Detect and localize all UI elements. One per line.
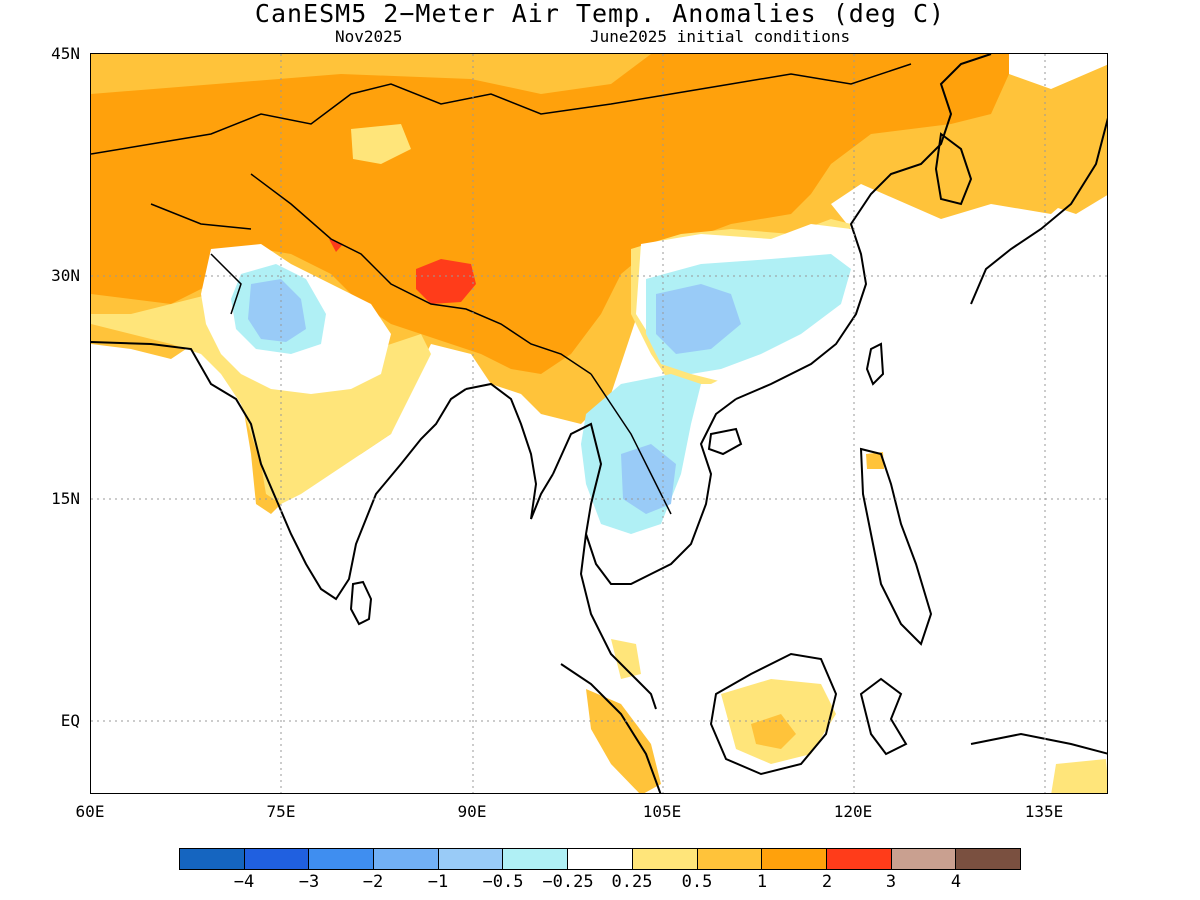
bangladesh-burma-coast — [465, 382, 554, 520]
colorbar-swatch-7 — [568, 849, 633, 869]
colorbar-swatch-13 — [956, 849, 1020, 869]
anomaly-fields — [91, 54, 1107, 793]
chart-title: CanESM5 2−Meter Air Temp. Anomalies (deg… — [254, 0, 946, 28]
colorbar-label: 4 — [950, 872, 962, 892]
lon-label-75e: 75E — [266, 802, 296, 821]
colorbar-label: 1 — [756, 872, 768, 892]
philippines — [859, 447, 933, 646]
sulawesi — [859, 677, 908, 756]
anomaly-minus-0.5-china — [656, 284, 741, 354]
colorbar-label: −3 — [298, 872, 320, 892]
map-canvas — [91, 54, 1107, 793]
colorbar-label: −0.25 — [542, 872, 594, 892]
colorbar-swatch-6 — [503, 849, 569, 869]
india-coast — [91, 341, 467, 601]
colorbar-swatch-12 — [891, 849, 957, 869]
mainland-borders — [91, 63, 912, 515]
new-guinea — [970, 732, 1107, 755]
anomaly-2-3-himalaya — [329, 239, 343, 252]
indochina-coast — [552, 398, 737, 585]
colorbar-swatch-3 — [309, 849, 375, 869]
malay-peninsula — [579, 533, 657, 710]
anomaly-1-2-region — [91, 54, 1009, 374]
sumatra — [560, 663, 662, 793]
colorbar-label: 3 — [885, 872, 897, 892]
anomaly-1-borneo — [751, 714, 796, 749]
colorbar-label: −1 — [427, 872, 449, 892]
korea — [934, 132, 973, 206]
lon-label-90e: 90E — [457, 802, 487, 821]
colorbar-swatch-10 — [762, 849, 827, 869]
hainan — [707, 427, 743, 456]
taiwan — [865, 342, 885, 386]
borneo — [709, 652, 838, 776]
colorbar-swatch-9 — [697, 849, 763, 869]
colorbar-label: 2 — [821, 872, 833, 892]
anomaly-minus-0.5-india — [248, 279, 306, 342]
lon-label-135e: 135E — [1024, 802, 1064, 821]
lat-label-30n: 30N — [51, 266, 80, 285]
colorbar-swatch-11 — [826, 849, 892, 869]
anomaly-0.5-sumatra — [586, 689, 661, 793]
colorbar-label: −2 — [362, 872, 384, 892]
anomaly-map — [90, 53, 1108, 794]
lat-label-15n: 15N — [51, 489, 80, 508]
japan — [970, 117, 1107, 305]
anomaly-2-3-tibet — [416, 259, 476, 304]
srilanka-coast — [349, 580, 373, 626]
anomaly-0.25-0.5-south — [91, 294, 431, 504]
colorbar-swatch-8 — [632, 849, 698, 869]
lon-label-105e: 105E — [642, 802, 682, 821]
lon-label-60e: 60E — [75, 802, 105, 821]
lon-label-120e: 120E — [833, 802, 873, 821]
colorbar-swatch-5 — [438, 849, 504, 869]
colorbar — [179, 848, 1021, 870]
forecast-month: Nov2025 — [335, 27, 403, 46]
coastlines — [91, 54, 1107, 793]
colorbar-swatch-2 — [244, 849, 310, 869]
colorbar-label: 0.25 — [611, 872, 653, 892]
colorbar-swatch-1 — [180, 849, 245, 869]
colorbar-label: −0.5 — [482, 872, 524, 892]
lat-label-eq: EQ — [60, 711, 80, 730]
anomaly-0.5-tibet — [351, 124, 411, 164]
colorbar-label: −4 — [233, 872, 255, 892]
initial-conditions: June2025 initial conditions — [590, 27, 851, 46]
anomaly-0.5-malaya — [611, 639, 641, 679]
anomaly-0.5-newguinea — [1051, 759, 1107, 793]
lat-label-45n: 45N — [51, 44, 80, 63]
colorbar-swatch-4 — [374, 849, 439, 869]
graticule — [91, 54, 1107, 793]
colorbar-label: 0.5 — [681, 872, 713, 892]
anomaly-0.5-philippines — [866, 452, 884, 469]
china-coast — [735, 54, 992, 400]
